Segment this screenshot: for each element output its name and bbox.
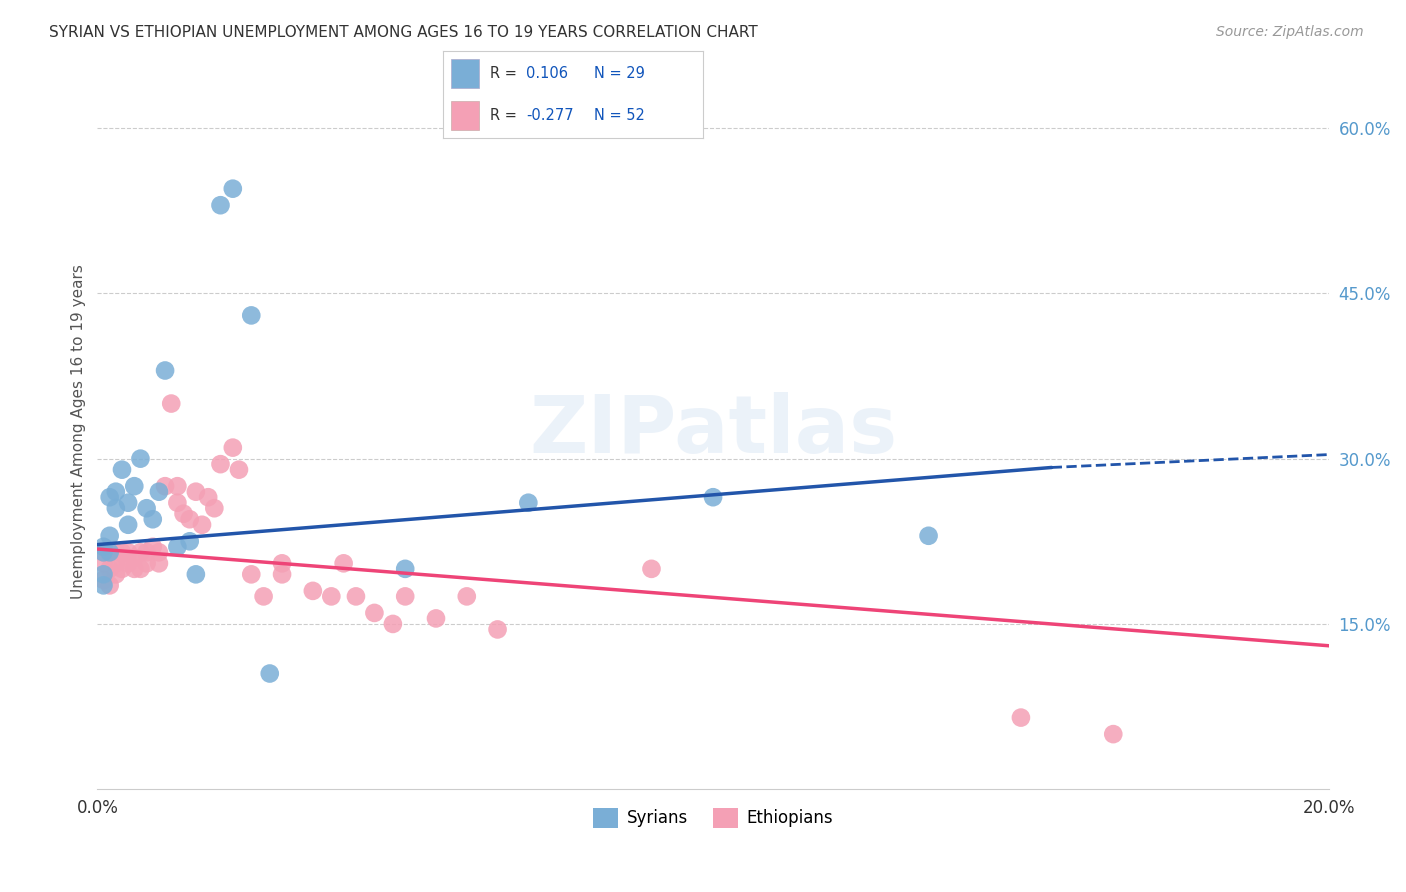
- Point: [98, 578, 121, 592]
- Point: [93, 557, 115, 571]
- Point: [259, 666, 281, 681]
- Point: [153, 479, 176, 493]
- Point: [166, 479, 188, 493]
- Point: [640, 562, 662, 576]
- Point: [124, 479, 146, 493]
- Point: [98, 562, 121, 576]
- Point: [363, 606, 385, 620]
- Point: [1102, 727, 1125, 741]
- Y-axis label: Unemployment Among Ages 16 to 19 years: Unemployment Among Ages 16 to 19 years: [72, 264, 86, 599]
- Point: [240, 567, 263, 582]
- Point: [98, 545, 121, 559]
- Point: [191, 517, 214, 532]
- Point: [93, 545, 115, 559]
- Point: [917, 529, 939, 543]
- Point: [98, 545, 121, 559]
- Point: [425, 611, 447, 625]
- Text: 0.106: 0.106: [526, 66, 568, 81]
- Text: R =: R =: [489, 108, 522, 123]
- Point: [179, 534, 201, 549]
- Legend: Syrians, Ethiopians: Syrians, Ethiopians: [586, 801, 839, 835]
- Point: [702, 490, 724, 504]
- Point: [117, 545, 139, 559]
- Point: [153, 363, 176, 377]
- Point: [117, 496, 139, 510]
- Point: [184, 484, 207, 499]
- Point: [93, 567, 115, 582]
- Point: [117, 517, 139, 532]
- Point: [321, 590, 343, 604]
- Point: [93, 578, 115, 592]
- Point: [104, 567, 127, 582]
- Point: [332, 557, 354, 571]
- Point: [93, 540, 115, 554]
- Point: [394, 562, 416, 576]
- Point: [104, 545, 127, 559]
- Text: R =: R =: [489, 66, 522, 81]
- Point: [517, 496, 540, 510]
- Point: [394, 590, 416, 604]
- Point: [93, 573, 115, 587]
- Text: -0.277: -0.277: [526, 108, 574, 123]
- Point: [240, 309, 263, 323]
- Point: [166, 496, 188, 510]
- Point: [179, 512, 201, 526]
- Point: [124, 562, 146, 576]
- Point: [124, 550, 146, 565]
- Point: [104, 501, 127, 516]
- Text: SYRIAN VS ETHIOPIAN UNEMPLOYMENT AMONG AGES 16 TO 19 YEARS CORRELATION CHART: SYRIAN VS ETHIOPIAN UNEMPLOYMENT AMONG A…: [49, 25, 758, 40]
- Point: [160, 396, 183, 410]
- Point: [93, 545, 115, 559]
- Point: [1010, 710, 1032, 724]
- Text: N = 52: N = 52: [593, 108, 644, 123]
- Point: [222, 182, 245, 196]
- Point: [228, 463, 250, 477]
- Point: [486, 623, 509, 637]
- Point: [135, 545, 157, 559]
- Point: [104, 557, 127, 571]
- Point: [129, 545, 152, 559]
- Point: [252, 590, 274, 604]
- Point: [209, 198, 232, 212]
- Point: [98, 490, 121, 504]
- Point: [302, 583, 325, 598]
- Point: [148, 557, 170, 571]
- Point: [222, 441, 245, 455]
- Point: [148, 545, 170, 559]
- Point: [111, 562, 134, 576]
- Point: [148, 484, 170, 499]
- Point: [184, 567, 207, 582]
- Text: ZIPatlas: ZIPatlas: [529, 392, 897, 470]
- Point: [135, 557, 157, 571]
- Point: [166, 540, 188, 554]
- Point: [129, 451, 152, 466]
- Point: [142, 512, 165, 526]
- Point: [456, 590, 478, 604]
- Point: [98, 529, 121, 543]
- Point: [111, 545, 134, 559]
- Point: [202, 501, 225, 516]
- FancyBboxPatch shape: [451, 59, 479, 88]
- Point: [344, 590, 367, 604]
- Point: [117, 557, 139, 571]
- FancyBboxPatch shape: [451, 101, 479, 130]
- Text: N = 29: N = 29: [593, 66, 644, 81]
- Point: [111, 463, 134, 477]
- Text: Source: ZipAtlas.com: Source: ZipAtlas.com: [1216, 25, 1364, 39]
- Point: [135, 501, 157, 516]
- Point: [104, 484, 127, 499]
- Point: [271, 557, 294, 571]
- Point: [129, 562, 152, 576]
- Point: [381, 616, 404, 631]
- Point: [271, 567, 294, 582]
- Point: [209, 457, 232, 471]
- Point: [173, 507, 195, 521]
- Point: [142, 540, 165, 554]
- Point: [197, 490, 219, 504]
